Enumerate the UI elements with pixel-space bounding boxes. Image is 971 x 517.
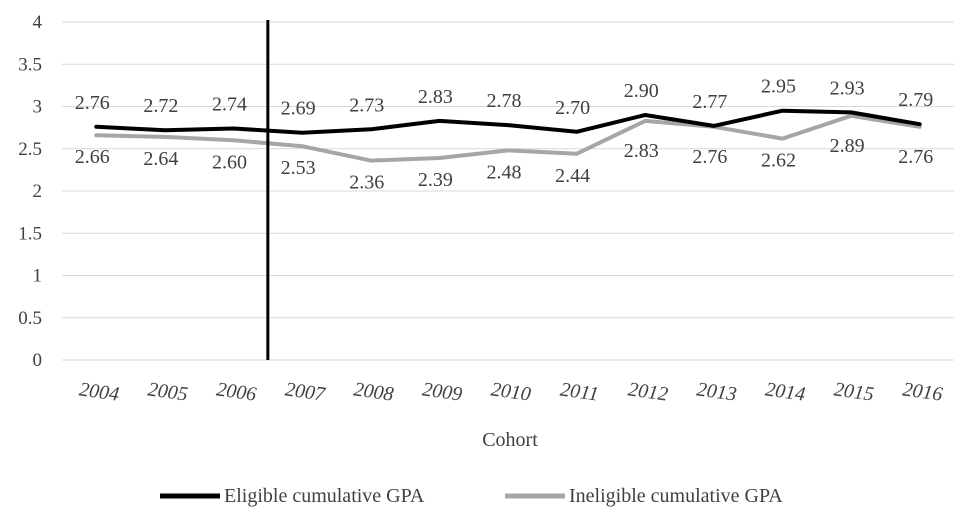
data-label-eligible: 2.69 — [281, 98, 316, 120]
x-tick-label: 2015 — [833, 378, 876, 405]
data-label-eligible: 2.73 — [349, 94, 384, 116]
data-label-eligible: 2.70 — [555, 97, 590, 119]
data-label-ineligible: 2.89 — [830, 135, 865, 157]
y-tick-label: 0 — [33, 350, 43, 371]
series-lines — [94, 108, 922, 163]
x-tick-label: 2006 — [215, 378, 258, 405]
x-tick-label: 2005 — [146, 378, 189, 405]
y-tick-label: 0.5 — [18, 308, 42, 329]
data-label-ineligible: 2.36 — [349, 172, 384, 194]
legend: Eligible cumulative GPA Ineligible cumula… — [160, 485, 783, 507]
data-label-eligible: 2.93 — [830, 77, 865, 99]
data-label-ineligible: 2.53 — [281, 157, 316, 179]
legend-item-eligible-label: Eligible cumulative GPA — [224, 485, 425, 507]
y-tick-label: 4 — [33, 12, 43, 33]
x-axis-ticks: 2004 2005 2006 2007 2008 2009 2010 2011 2012 2013… — [78, 378, 944, 405]
legend-item-ineligible-label: Ineligible cumulative GPA — [569, 485, 783, 507]
y-tick-label: 2 — [33, 181, 43, 202]
x-tick-label: 2014 — [764, 378, 807, 405]
data-label-ineligible: 2.76 — [692, 146, 727, 168]
data-labels: 2.76 2.66 2.72 2.64 2.74 2.60 2.69 2.53 2.73 2.36… — [75, 76, 933, 194]
y-axis-ticks: 0 0.5 1 1.5 2 2.5 3 3.5 4 — [18, 12, 42, 371]
data-label-eligible: 2.90 — [624, 80, 659, 102]
x-tick-label: 2009 — [421, 378, 464, 405]
y-tick-label: 2.5 — [18, 139, 42, 160]
data-label-eligible: 2.74 — [212, 93, 247, 115]
data-label-eligible: 2.78 — [487, 90, 522, 112]
x-tick-label: 2010 — [489, 378, 532, 405]
x-tick-label: 2011 — [559, 378, 600, 405]
y-tick-label: 3 — [33, 97, 43, 118]
series-line-eligible — [94, 108, 922, 135]
y-tick-label: 1 — [33, 266, 43, 287]
data-label-ineligible: 2.62 — [761, 150, 796, 172]
data-label-ineligible: 2.60 — [212, 151, 247, 173]
data-label-eligible: 2.95 — [761, 76, 796, 98]
x-tick-label: 2007 — [284, 378, 328, 405]
x-tick-label: 2013 — [695, 378, 738, 405]
x-tick-label: 2004 — [78, 378, 121, 405]
x-tick-label: 2012 — [627, 378, 670, 405]
data-label-ineligible: 2.48 — [487, 161, 522, 183]
data-label-eligible: 2.79 — [898, 89, 933, 111]
data-label-eligible: 2.76 — [75, 92, 110, 114]
data-label-ineligible: 2.44 — [555, 165, 590, 187]
data-label-ineligible: 2.39 — [418, 169, 453, 191]
data-label-ineligible: 2.66 — [75, 146, 110, 168]
data-label-ineligible: 2.83 — [624, 140, 659, 162]
data-label-eligible: 2.77 — [692, 91, 727, 113]
series-line-ineligible — [94, 113, 922, 163]
x-tick-label: 2016 — [901, 378, 944, 405]
data-label-eligible: 2.83 — [418, 86, 453, 108]
gridlines — [62, 21, 954, 361]
x-tick-label: 2008 — [352, 378, 395, 405]
data-label-ineligible: 2.64 — [143, 148, 178, 170]
x-axis-title: Cohort — [482, 429, 538, 451]
y-tick-label: 3.5 — [18, 54, 42, 75]
data-label-eligible: 2.72 — [143, 95, 178, 117]
y-tick-label: 1.5 — [18, 223, 42, 244]
data-label-ineligible: 2.76 — [898, 146, 933, 168]
